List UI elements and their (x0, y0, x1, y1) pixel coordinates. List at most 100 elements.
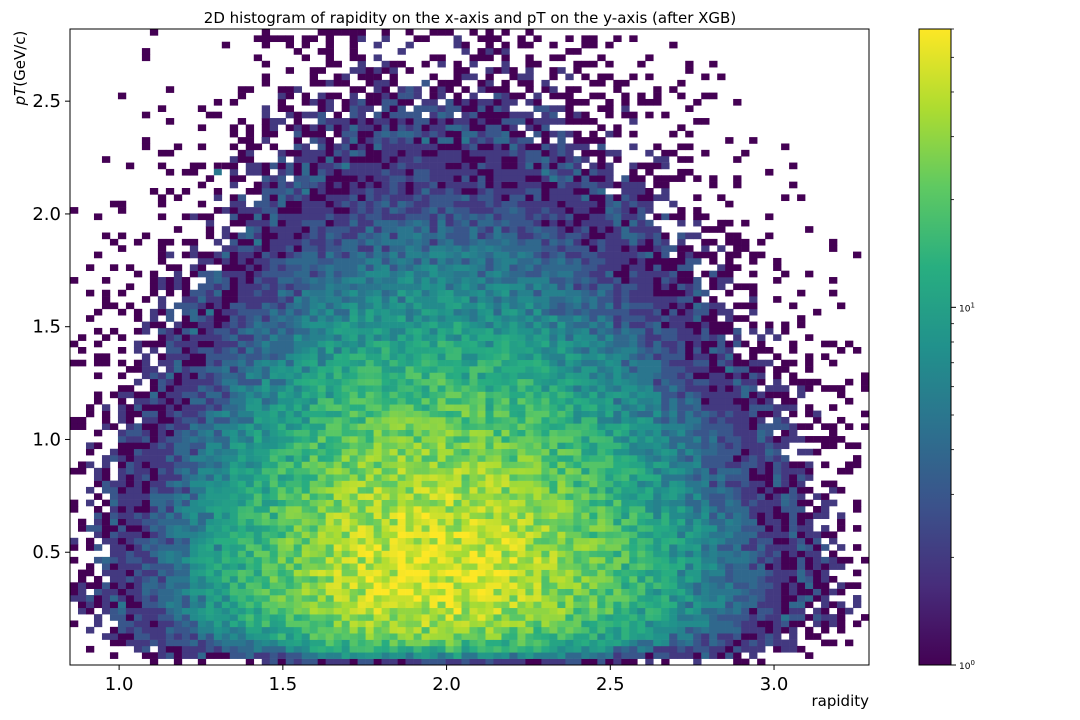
heatmap-cell (261, 658, 271, 666)
heatmap-cell (229, 550, 239, 558)
heatmap-cell (461, 308, 470, 316)
heatmap-cell (429, 289, 438, 297)
heatmap-cell (541, 575, 550, 583)
heatmap-cell (549, 315, 558, 322)
heatmap-cell (445, 601, 454, 609)
heatmap-cell (365, 257, 374, 265)
heatmap-cell (525, 385, 534, 392)
heatmap-cell (173, 614, 183, 621)
heatmap-cell (213, 556, 223, 564)
heatmap-cell (501, 156, 510, 163)
heatmap-cell (389, 105, 398, 112)
heatmap-cell (341, 442, 350, 450)
heatmap-cell (565, 556, 574, 564)
heatmap-cell (293, 207, 303, 214)
heatmap-cell (277, 308, 287, 316)
heatmap-cell (157, 416, 167, 424)
heatmap-cell (317, 213, 326, 221)
heatmap-cell (141, 48, 151, 55)
heatmap-cell (389, 658, 398, 666)
heatmap-cell (493, 118, 502, 125)
heatmap-cell (293, 296, 303, 303)
heatmap-cell (445, 620, 454, 628)
heatmap-cell (429, 467, 438, 475)
heatmap-cell (573, 340, 582, 348)
heatmap-cell (477, 35, 486, 43)
heatmap-cell (389, 289, 398, 297)
heatmap-cell (485, 124, 494, 132)
heatmap-cell (309, 544, 318, 551)
heatmap-cell (213, 289, 223, 297)
heatmap-cell (333, 277, 342, 284)
heatmap-cell (549, 226, 558, 233)
heatmap-cell (253, 416, 263, 424)
heatmap-cell (285, 556, 295, 564)
heatmap-cell (221, 308, 231, 316)
heatmap-cell (333, 334, 342, 341)
heatmap-cell (325, 213, 334, 221)
heatmap-cell (485, 48, 494, 55)
heatmap-cell (333, 588, 342, 596)
heatmap-cell (485, 614, 494, 621)
heatmap-cell (245, 245, 255, 252)
heatmap-cell (205, 111, 215, 119)
heatmap-cell (469, 73, 478, 81)
heatmap-cell (85, 569, 95, 577)
heatmap-cell (165, 353, 175, 361)
heatmap-cell (141, 639, 151, 647)
heatmap-cell (213, 588, 223, 596)
heatmap-cell (157, 639, 167, 647)
heatmap-cell (301, 366, 310, 373)
heatmap-cell (349, 92, 358, 100)
heatmap-cell (445, 633, 454, 640)
heatmap-cell (469, 308, 478, 316)
heatmap-cell (381, 607, 390, 615)
heatmap-cell (277, 334, 287, 341)
heatmap-cell (485, 378, 494, 386)
heatmap-cell (357, 219, 366, 227)
heatmap-cell (333, 480, 342, 488)
heatmap-cell (429, 257, 438, 265)
heatmap-cell (493, 347, 502, 354)
heatmap-cell (109, 506, 119, 513)
heatmap-cell (173, 626, 183, 634)
heatmap-cell (277, 162, 287, 170)
heatmap-cell (381, 118, 390, 125)
heatmap-cell (405, 645, 414, 653)
heatmap-cell (485, 588, 494, 596)
heatmap-cell (285, 423, 295, 430)
heatmap-cell (413, 105, 422, 112)
heatmap-cell (477, 238, 486, 246)
heatmap-cell (365, 327, 374, 335)
heatmap-cell (341, 118, 350, 125)
heatmap-cell (381, 556, 390, 564)
heatmap-cell (501, 601, 510, 609)
heatmap-cell (525, 512, 534, 520)
heatmap-cell (325, 601, 334, 609)
heatmap-cell (229, 270, 239, 278)
heatmap-cell (389, 321, 398, 329)
heatmap-cell (541, 238, 550, 246)
heatmap-cell (277, 607, 287, 615)
heatmap-cell (93, 614, 103, 621)
heatmap-cell (429, 652, 438, 659)
heatmap-cell (261, 537, 271, 545)
heatmap-cell (413, 658, 422, 666)
heatmap-cell (413, 404, 422, 411)
heatmap-cell (557, 162, 566, 170)
heatmap-cell (541, 270, 550, 278)
heatmap-cell (293, 448, 303, 456)
heatmap-cell (477, 455, 486, 462)
heatmap-cell (309, 563, 318, 570)
heatmap-cell (453, 639, 462, 647)
heatmap-cell (525, 429, 534, 437)
heatmap-cell (341, 595, 350, 602)
heatmap-cell (261, 327, 271, 335)
heatmap-cell (413, 588, 422, 596)
heatmap-cell (357, 60, 366, 68)
heatmap-cell (493, 143, 502, 151)
heatmap-cell (413, 321, 422, 329)
heatmap-cell (213, 98, 223, 106)
heatmap-cell (573, 397, 582, 405)
heatmap-cell (381, 658, 390, 666)
